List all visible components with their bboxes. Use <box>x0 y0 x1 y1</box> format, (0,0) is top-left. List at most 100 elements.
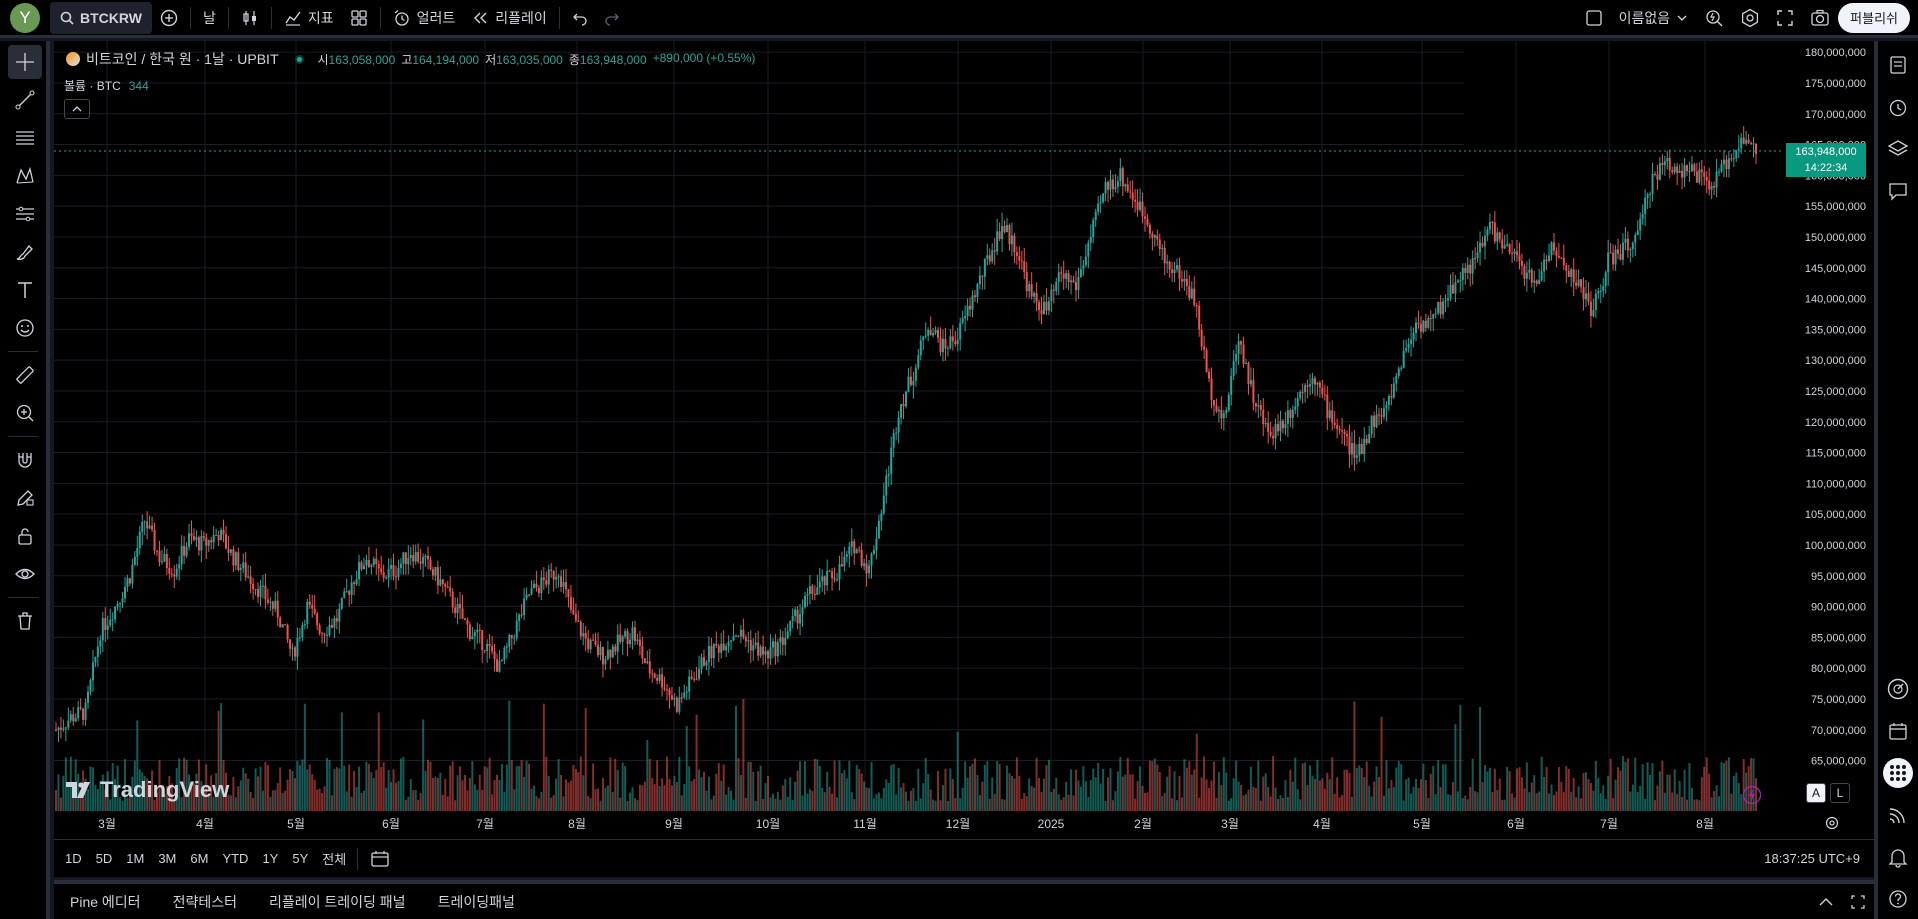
range-button-5y[interactable]: 5Y <box>292 851 309 866</box>
tab-strategy-tester[interactable]: 전략테스터 <box>172 893 237 910</box>
help-button[interactable] <box>1880 881 1916 917</box>
auto-scale-button[interactable]: A <box>1806 783 1826 803</box>
emoji-tool[interactable] <box>8 311 42 345</box>
range-button-5d[interactable]: 5D <box>95 851 113 866</box>
indicators-button[interactable]: 지표 <box>276 3 342 33</box>
volume-bar <box>476 789 479 811</box>
zoom-tool[interactable] <box>8 396 42 430</box>
chart-pane[interactable]: 180,000,000175,000,000170,000,000165,000… <box>54 41 1874 839</box>
volume-bar <box>1560 781 1563 811</box>
time-tick-label: 7월 <box>1600 817 1618 831</box>
range-button-ytd[interactable]: YTD <box>222 851 249 866</box>
layouts-grid-button[interactable] <box>342 3 376 33</box>
go-to-date-button[interactable] <box>362 844 398 874</box>
crosshair-tool[interactable] <box>8 45 42 79</box>
volume-bar <box>1385 760 1388 811</box>
timezone-clock[interactable]: 18:37:25 UTC+9 <box>1764 851 1860 866</box>
measure-tool[interactable] <box>8 358 42 392</box>
volume-bar <box>572 764 575 811</box>
candle-body <box>924 335 927 337</box>
range-button-1y[interactable]: 1Y <box>262 851 279 866</box>
text-tool[interactable] <box>8 273 42 307</box>
alerts-panel-button[interactable] <box>1880 89 1916 125</box>
tab-pine-editor[interactable]: Pine 에디터 <box>70 893 141 910</box>
lightning-button[interactable] <box>1742 785 1762 808</box>
calendar-button[interactable] <box>1880 713 1916 749</box>
layout-checkbox[interactable] <box>1577 3 1611 33</box>
undo-button[interactable] <box>564 3 596 33</box>
range-button-3m[interactable]: 3M <box>158 851 177 866</box>
axis-settings-button[interactable] <box>1824 815 1840 834</box>
volume-bar <box>1060 799 1063 811</box>
volume-bar <box>784 779 787 811</box>
volume-bar <box>1614 779 1617 811</box>
drawing-mode-tool[interactable] <box>8 481 42 515</box>
candle-body <box>348 591 351 595</box>
candle-body <box>67 720 70 728</box>
range-button-6m[interactable]: 6M <box>190 851 209 866</box>
time-axis[interactable]: 3월 4월 5월 6월 7월 8월 9월 10월 11월 12월 2025 2월 3월 4월 5월 6월 7월 8… <box>98 817 1714 831</box>
volume-bar <box>712 795 715 811</box>
chat-button[interactable] <box>1880 173 1916 209</box>
streams-button[interactable] <box>1880 797 1916 833</box>
candle-body <box>1745 139 1748 144</box>
snapshot-button[interactable] <box>1802 3 1838 33</box>
volume-bar <box>1257 760 1260 811</box>
candle-body <box>1451 284 1454 294</box>
watchlist-button[interactable] <box>1880 47 1916 83</box>
candle-body <box>1291 409 1294 418</box>
notifications-button[interactable] <box>1880 839 1916 875</box>
indicators-label: 지표 <box>307 9 334 26</box>
compare-symbol-button[interactable] <box>152 3 186 33</box>
tab-trading-panel[interactable]: 트레이딩패널 <box>437 893 515 910</box>
products-button[interactable] <box>1880 755 1916 791</box>
range-button-1d[interactable]: 1D <box>65 851 82 866</box>
ideas-button[interactable] <box>1880 671 1916 707</box>
series-legend[interactable]: 비트코인 / 한국 원 · 1날 · UPBIT 시163,058,000 고1… <box>66 49 755 69</box>
forecast-tool[interactable] <box>8 197 42 231</box>
log-scale-button[interactable]: L <box>1830 783 1850 803</box>
hide-drawings-tool[interactable] <box>8 557 42 591</box>
redo-button[interactable] <box>596 3 628 33</box>
candle-body <box>838 564 841 580</box>
fullscreen-button[interactable] <box>1768 3 1802 33</box>
volume-legend[interactable]: 볼륨 · BTC 344 <box>64 77 149 94</box>
volume-bar <box>1688 762 1691 811</box>
maximize-panel-button[interactable] <box>1842 887 1874 917</box>
user-avatar[interactable]: Y <box>10 2 40 33</box>
pattern-tool[interactable] <box>8 159 42 193</box>
range-button-1m[interactable]: 1M <box>126 851 145 866</box>
remove-drawings-tool[interactable] <box>8 604 42 638</box>
collapse-legend-button[interactable] <box>64 99 90 119</box>
candle-body <box>1673 166 1676 173</box>
candle-body <box>188 533 191 547</box>
layout-name-dropdown[interactable]: 이름없음 <box>1611 3 1697 33</box>
candle-body <box>1038 302 1041 311</box>
layers-button[interactable] <box>1880 131 1916 167</box>
volume-bar <box>1097 762 1100 811</box>
volume-bar <box>759 765 762 811</box>
settings-button[interactable] <box>1732 3 1768 33</box>
trend-line-tool[interactable] <box>8 83 42 117</box>
volume-bar <box>131 776 134 811</box>
tab-replay-trading-panel[interactable]: 리플레이 트레이딩 패널 <box>268 893 406 910</box>
alert-button[interactable]: 얼러트 <box>385 3 464 33</box>
range-button-전체[interactable]: 전체 <box>322 852 347 867</box>
horizontal-lines-tool[interactable] <box>8 121 42 155</box>
expand-panel-button[interactable] <box>1810 887 1842 917</box>
magnet-tool[interactable] <box>8 443 42 477</box>
replay-button[interactable]: 리플레이 <box>463 3 555 33</box>
volume-bar <box>1693 799 1696 811</box>
quick-search-button[interactable] <box>1696 3 1732 33</box>
candle-body <box>868 565 871 574</box>
volume-bar <box>1456 791 1459 811</box>
price-chart[interactable]: 180,000,000175,000,000170,000,000165,000… <box>54 41 1874 839</box>
volume-bar <box>326 758 329 811</box>
symbol-search-button[interactable]: BTCKRW <box>50 1 152 34</box>
lock-drawings-tool[interactable] <box>8 519 42 553</box>
publish-button[interactable]: 퍼블리쉬 <box>1838 2 1910 33</box>
chart-type-button[interactable] <box>233 3 267 33</box>
brush-tool[interactable] <box>8 235 42 269</box>
tradingview-logo[interactable]: TradingView <box>66 777 229 803</box>
interval-button[interactable]: 날 <box>195 3 224 33</box>
